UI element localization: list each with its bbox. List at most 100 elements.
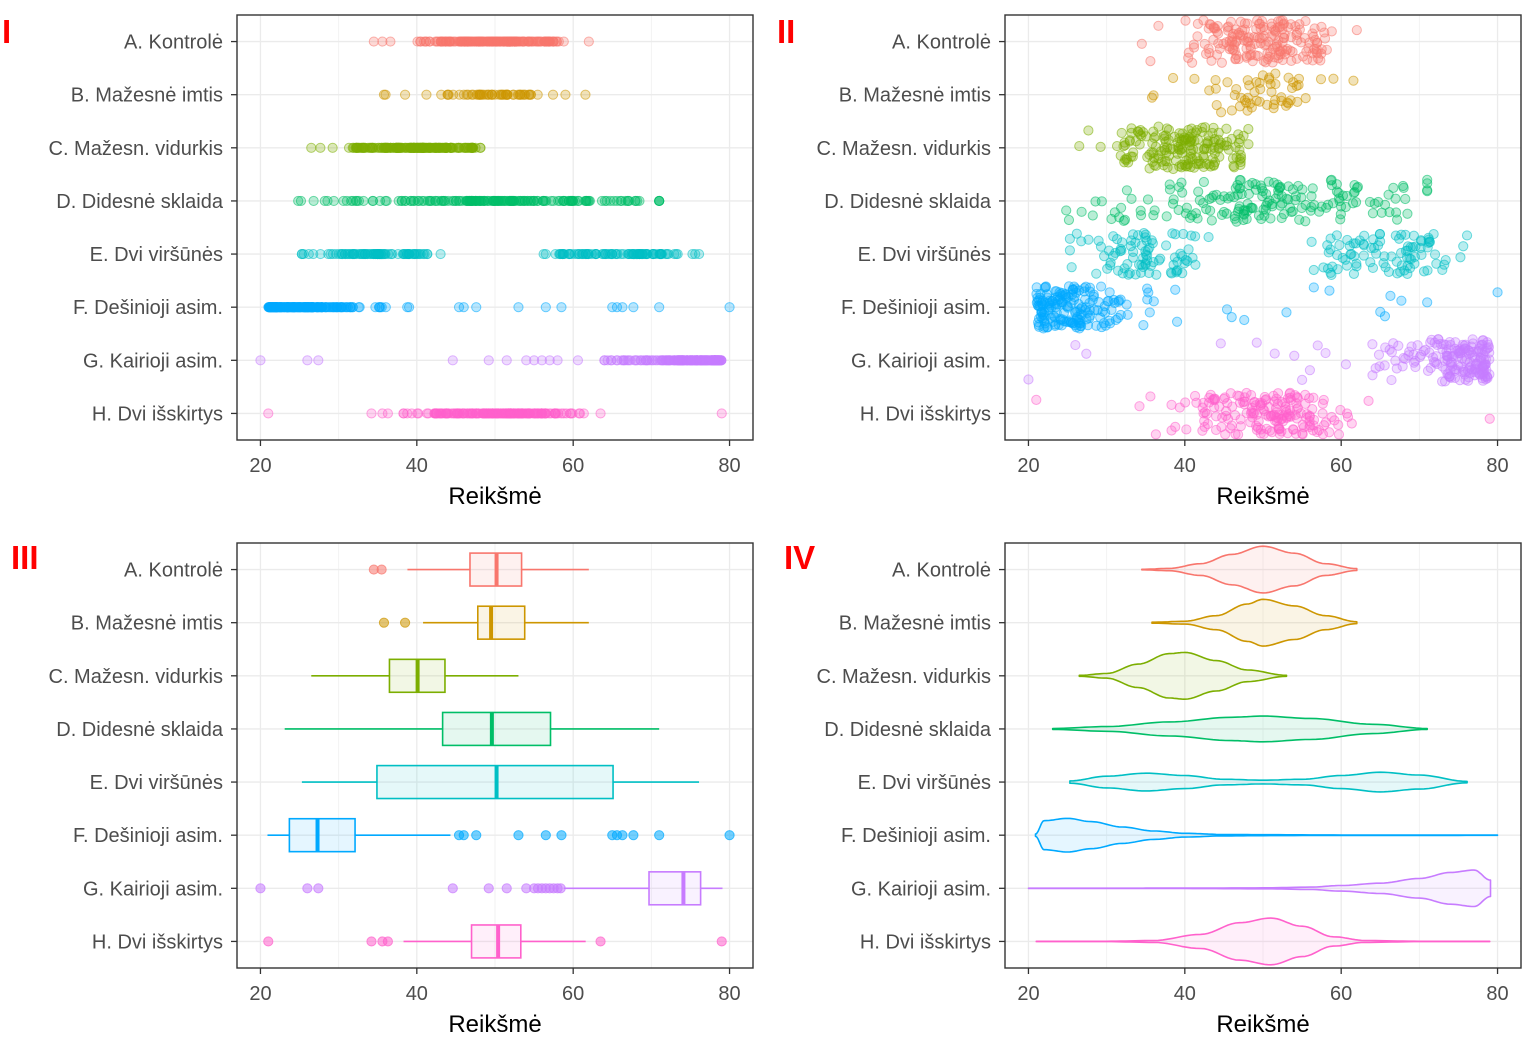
data-point (1209, 134, 1220, 145)
data-point (1252, 50, 1264, 62)
data-point (381, 195, 392, 207)
data-point (1118, 215, 1129, 227)
x-tick-label: 60 (1330, 983, 1352, 1005)
outlier-point (458, 830, 469, 841)
data-point (583, 36, 594, 47)
data-point (394, 142, 405, 153)
data-point (547, 36, 558, 47)
data-point (421, 89, 432, 100)
x-tick-label: 40 (406, 455, 428, 477)
data-point (1400, 193, 1411, 205)
data-point (1115, 202, 1127, 213)
data-point (1394, 233, 1405, 244)
data-point (557, 248, 568, 260)
data-point (1332, 264, 1343, 275)
data-point (1241, 52, 1252, 63)
data-point (443, 195, 454, 207)
panel-label: I (2, 13, 11, 50)
data-point (642, 355, 653, 366)
data-point (1349, 186, 1360, 198)
data-point (1220, 410, 1231, 421)
data-point (1121, 185, 1133, 196)
data-point (448, 195, 460, 207)
data-point (581, 195, 592, 207)
data-point (1185, 148, 1197, 159)
data-point (1429, 249, 1441, 260)
data-point (1235, 159, 1246, 171)
data-point (378, 89, 390, 100)
data-point (552, 355, 563, 366)
data-point (1161, 240, 1172, 251)
data-point (1317, 398, 1328, 409)
data-point (1055, 315, 1066, 326)
data-point (1269, 396, 1280, 407)
data-point (1333, 419, 1344, 431)
data-point (1367, 339, 1378, 350)
data-point (1033, 300, 1044, 312)
data-point (1080, 302, 1091, 313)
data-point (1176, 177, 1187, 188)
data-point (1365, 257, 1376, 268)
data-point (1467, 338, 1479, 349)
data-point (1216, 107, 1227, 118)
series-5 (296, 248, 705, 260)
data-point (1236, 92, 1247, 103)
data-point (1235, 421, 1246, 432)
data-point (448, 89, 459, 100)
y-tick-label: A. Kontrolė (124, 560, 223, 582)
data-point (1280, 45, 1292, 56)
series-6 (263, 302, 735, 313)
data-point (1239, 314, 1250, 326)
data-point (556, 302, 567, 313)
data-point (1304, 37, 1315, 48)
data-point (1177, 187, 1188, 198)
data-point (1452, 345, 1463, 356)
data-point (1163, 134, 1174, 146)
data-point (471, 302, 482, 313)
outlier-point (617, 830, 628, 841)
data-point (1180, 208, 1191, 219)
data-point (1469, 352, 1480, 363)
x-axis-title: Reikšmė (1216, 483, 1309, 510)
y-tick-label: A. Kontrolė (892, 560, 991, 582)
panel-3: A. Kontrolė B. Mažesnė imtis C. Mažesn. vi… (11, 539, 754, 1038)
data-point (1306, 191, 1317, 202)
data-point (687, 248, 698, 260)
data-point (1181, 424, 1192, 435)
data-point (1395, 266, 1406, 277)
x-axis-title: Reikšmė (448, 483, 541, 510)
data-point (1134, 401, 1145, 412)
outlier-point (378, 617, 390, 628)
data-point (415, 36, 426, 47)
x-tick-label: 60 (562, 455, 584, 477)
box-iqr (288, 817, 356, 853)
data-point (356, 248, 367, 260)
data-point (1391, 363, 1402, 374)
data-point (596, 195, 608, 207)
data-point (1136, 38, 1147, 49)
data-point (1379, 199, 1391, 210)
y-tick-label: F. Dešinioji asim. (841, 825, 991, 847)
data-point (1215, 338, 1226, 349)
data-point (315, 142, 326, 153)
data-point (1226, 105, 1237, 116)
data-point (1203, 231, 1214, 243)
data-point (440, 142, 451, 153)
data-point (1104, 318, 1116, 329)
data-point (1119, 140, 1131, 151)
panel-4: A. Kontrolė B. Mažesnė imtis C. Mažesn. vi… (784, 539, 1522, 1038)
data-point (1170, 284, 1181, 295)
data-point (315, 248, 326, 260)
data-point (377, 248, 388, 260)
data-point (1161, 211, 1172, 222)
data-point (1359, 230, 1370, 241)
data-point (1261, 99, 1273, 111)
data-point (1317, 408, 1328, 419)
data-point (1229, 213, 1240, 224)
data-point (461, 36, 472, 47)
data-point (451, 142, 462, 153)
data-point (1201, 203, 1212, 215)
data-point (1227, 153, 1239, 164)
data-point (1326, 411, 1337, 423)
data-point (459, 36, 470, 47)
